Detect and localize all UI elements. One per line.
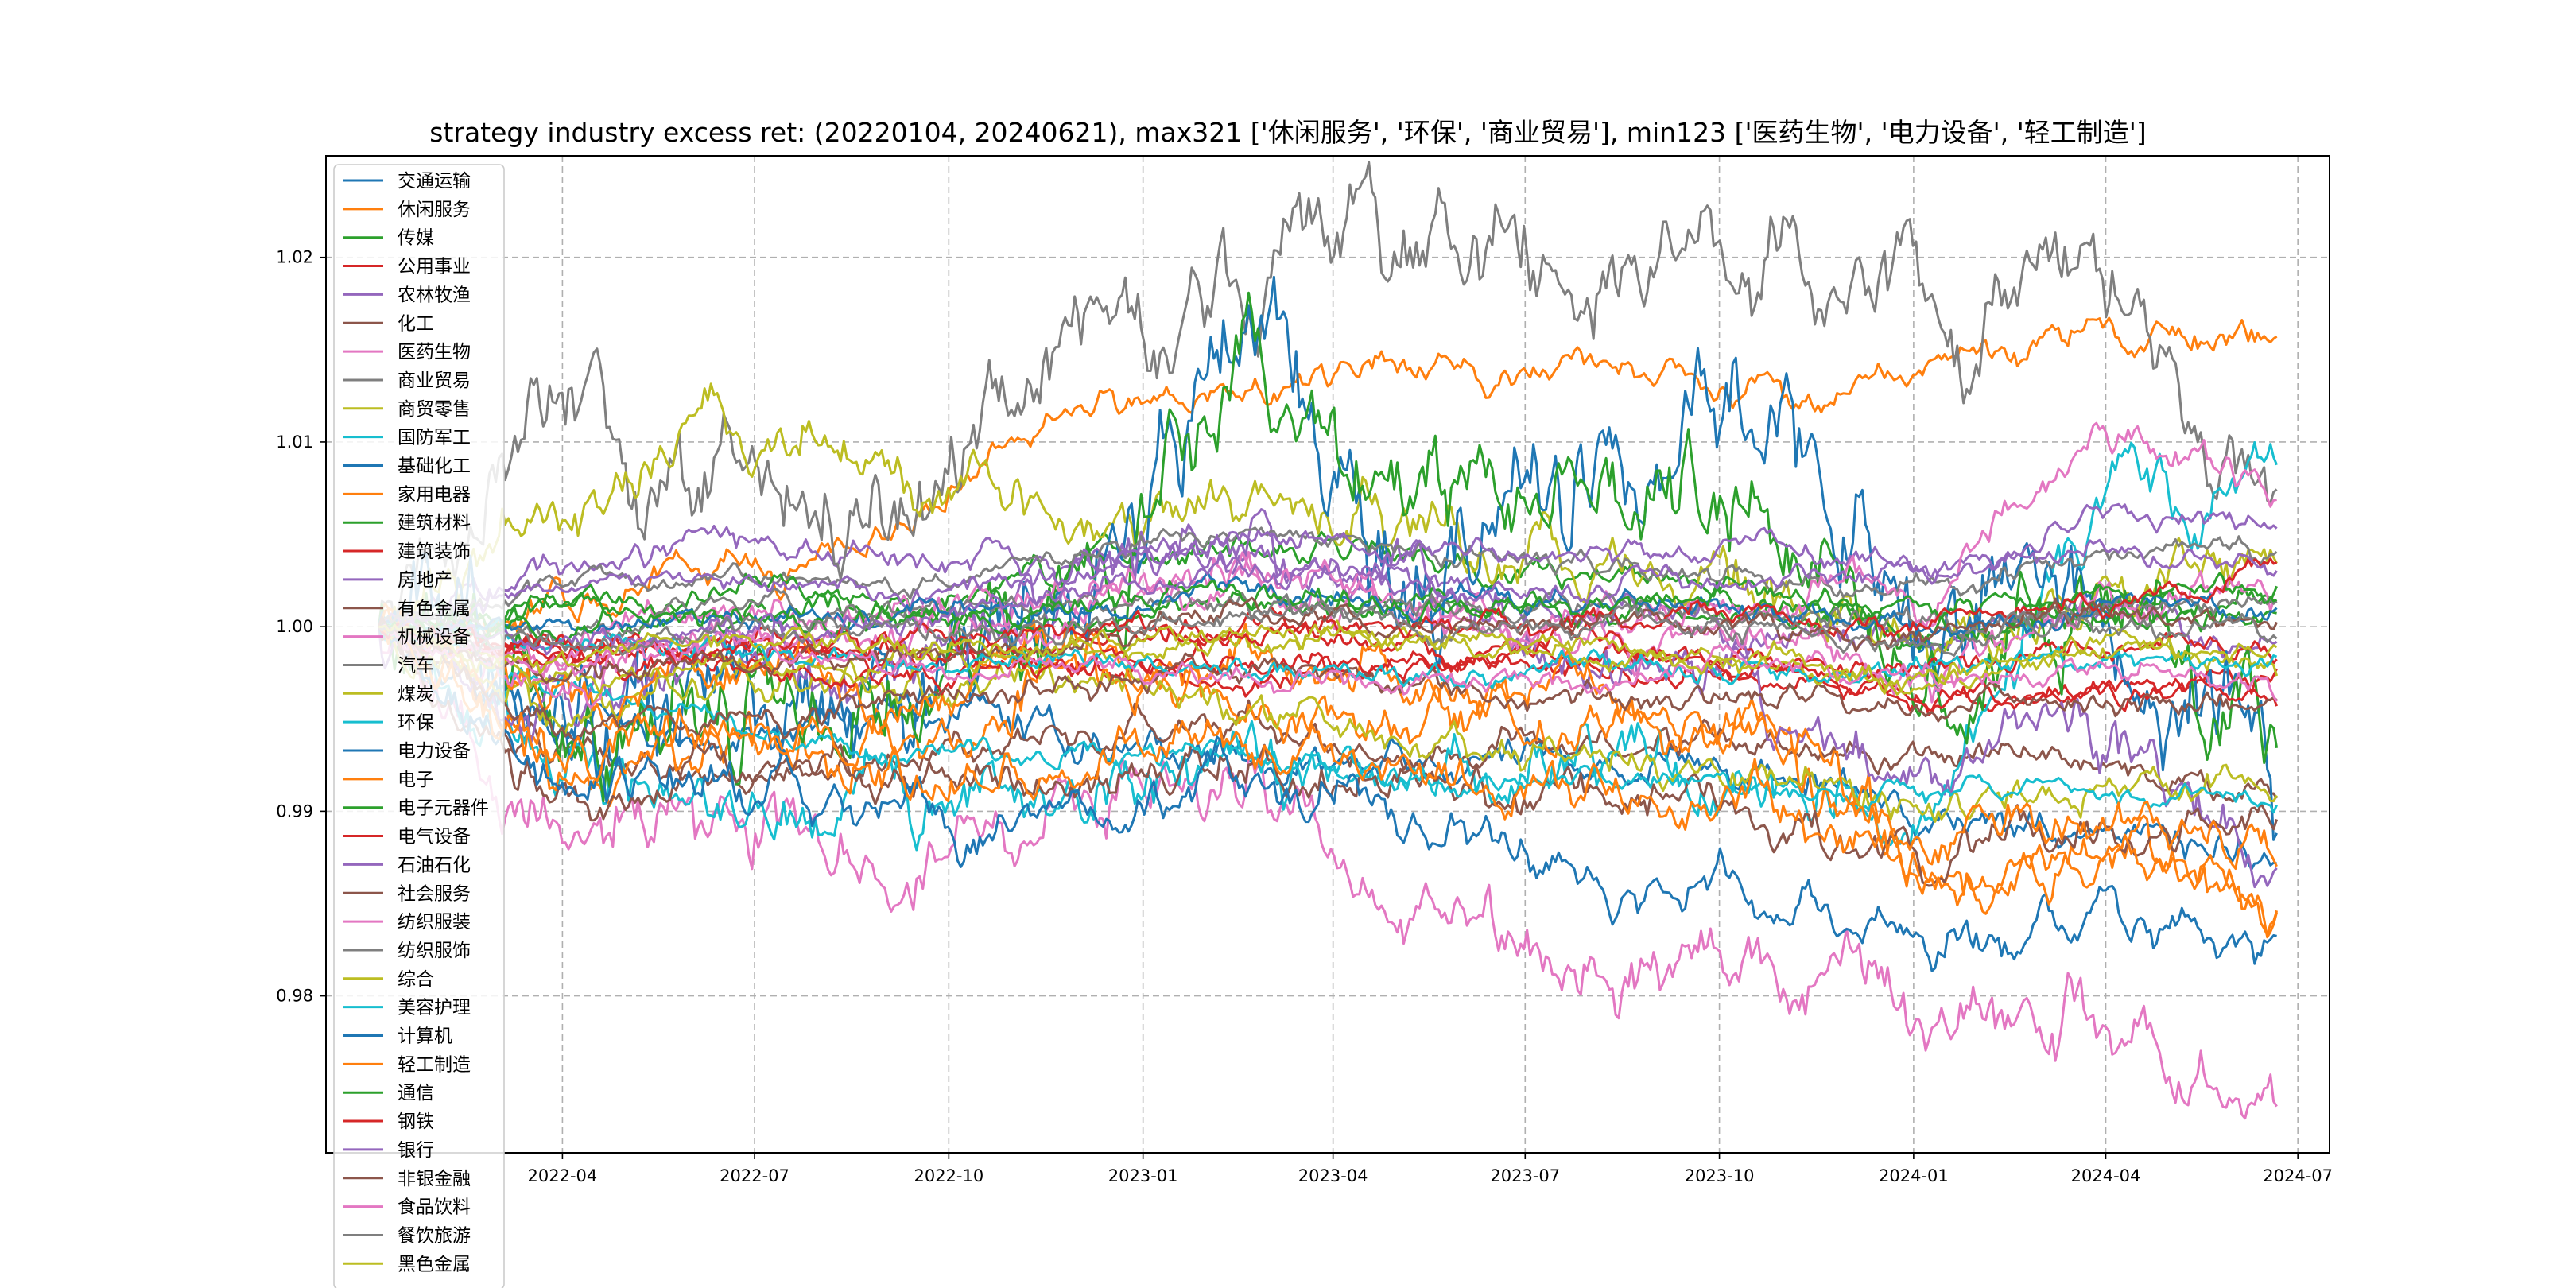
legend-label: 轻工制造 xyxy=(398,1054,471,1075)
series-line xyxy=(378,623,2278,703)
legend-label: 基础化工 xyxy=(398,456,471,477)
legend-label: 社会服务 xyxy=(398,883,471,904)
series-line xyxy=(377,508,2278,889)
tick-layer: 2022-04 2022-07 2022-10 2023-01 2023-04 2023-… xyxy=(276,248,2333,1185)
legend-label: 建筑材料 xyxy=(398,513,471,533)
legend-label: 纺织服饰 xyxy=(398,941,471,961)
series-line xyxy=(378,557,2278,668)
legend-label: 有色金属 xyxy=(398,599,471,619)
y-tick-label: 1.02 xyxy=(276,248,313,267)
legend-label: 休闲服务 xyxy=(398,200,471,220)
series-line xyxy=(378,620,2278,803)
legend: 交通运输休闲服务传媒公用事业农林牧渔化工医药生物商业贸易商贸零售国防军工基础化工… xyxy=(333,164,505,1288)
series-line xyxy=(378,572,2278,646)
x-tick-label: 2023-04 xyxy=(1298,1166,1368,1185)
legend-label: 传媒 xyxy=(398,228,434,249)
y-tick-label: 1.00 xyxy=(276,617,313,636)
legend-label: 汽车 xyxy=(398,655,434,676)
legend-label: 农林牧渔 xyxy=(398,285,471,305)
series-line xyxy=(378,615,2278,814)
legend-label: 纺织服装 xyxy=(398,912,471,933)
series-line xyxy=(377,627,2278,1120)
legend-label: 环保 xyxy=(398,712,434,733)
plot-frame xyxy=(325,155,2330,1154)
legend-label: 美容护理 xyxy=(398,998,471,1018)
x-tick-label: 2022-04 xyxy=(528,1166,598,1185)
series-line xyxy=(377,161,2278,628)
series-line xyxy=(378,626,2278,823)
legend-label: 电力设备 xyxy=(398,741,471,762)
legend-label: 房地产 xyxy=(398,570,452,591)
legend-label: 食品饮料 xyxy=(398,1197,471,1218)
y-tick-label: 1.01 xyxy=(276,433,313,452)
series-line xyxy=(378,316,2278,647)
legend-label: 煤炭 xyxy=(398,684,434,704)
x-tick-label: 2023-07 xyxy=(1490,1166,1560,1185)
series-line xyxy=(377,609,2277,972)
legend-label: 交通运输 xyxy=(398,171,471,192)
chart-title: strategy industry excess ret: (20220104,… xyxy=(429,117,2146,148)
x-tick-label: 2023-10 xyxy=(1685,1166,1755,1185)
legend-label: 国防军工 xyxy=(398,428,471,448)
legend-label: 公用事业 xyxy=(398,257,471,277)
legend-label: 商业贸易 xyxy=(398,370,471,391)
legend-label: 计算机 xyxy=(398,1026,452,1047)
series-line xyxy=(378,623,2278,696)
legend-label: 银行 xyxy=(398,1140,434,1161)
series-line xyxy=(378,625,2279,939)
legend-label: 电气设备 xyxy=(398,827,471,848)
legend-label: 非银金融 xyxy=(398,1169,471,1189)
legend-label: 石油石化 xyxy=(398,855,471,875)
legend-label: 建筑装饰 xyxy=(398,541,471,562)
legend-label: 钢铁 xyxy=(398,1111,434,1132)
legend-label: 通信 xyxy=(398,1083,434,1104)
legend-label: 医药生物 xyxy=(398,342,471,363)
series-line xyxy=(377,382,2278,666)
x-tick-label: 2024-07 xyxy=(2263,1166,2333,1185)
legend-label: 家用电器 xyxy=(398,484,471,505)
legend-label: 机械设备 xyxy=(398,627,471,648)
legend-label: 化工 xyxy=(398,313,434,334)
legend-label: 餐饮旅游 xyxy=(398,1225,471,1246)
x-tick-label: 2024-01 xyxy=(1879,1166,1949,1185)
legend-label: 商贸零售 xyxy=(398,399,471,420)
series-line xyxy=(378,621,2278,743)
series-line xyxy=(378,617,2278,689)
x-tick-label: 2023-01 xyxy=(1108,1166,1178,1185)
series-line xyxy=(377,596,2278,685)
series-layer xyxy=(377,161,2279,1120)
series-line xyxy=(378,573,2277,651)
legend-label: 综合 xyxy=(398,969,434,990)
series-line xyxy=(378,619,2279,695)
x-tick-label: 2022-10 xyxy=(914,1166,983,1185)
legend-label: 电子 xyxy=(398,770,434,790)
y-tick-label: 0.98 xyxy=(276,987,313,1006)
legend-label: 黑色金属 xyxy=(398,1254,471,1274)
series-line xyxy=(377,602,2279,937)
legend-label: 电子元器件 xyxy=(398,798,489,819)
series-line xyxy=(378,441,2278,852)
series-line xyxy=(378,538,2278,656)
series-line xyxy=(378,608,2278,870)
x-tick-label: 2022-07 xyxy=(720,1166,789,1185)
series-line xyxy=(378,588,2278,652)
series-line xyxy=(377,291,2279,803)
x-tick-label: 2024-04 xyxy=(2071,1166,2141,1185)
series-line xyxy=(378,526,2278,634)
y-tick-label: 0.99 xyxy=(276,801,313,821)
series-line xyxy=(377,275,2278,841)
